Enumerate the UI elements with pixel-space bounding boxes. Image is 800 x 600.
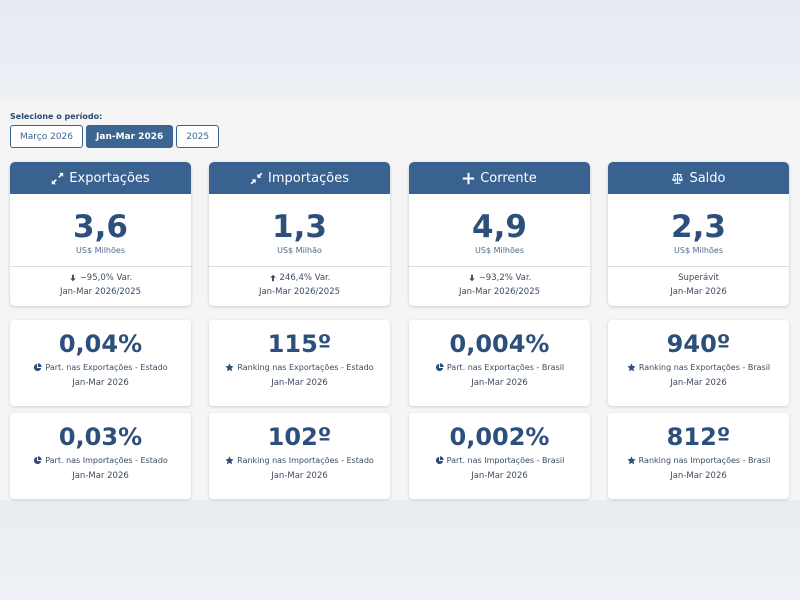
- metric-period: Jan-Mar 2026: [271, 378, 328, 389]
- pie-chart-icon: [34, 456, 42, 465]
- card-title: Corrente: [480, 170, 537, 186]
- divider: [608, 265, 789, 267]
- star-icon: [627, 456, 636, 465]
- divider: [409, 265, 590, 267]
- metric-period: Jan-Mar 2026: [271, 471, 328, 482]
- top-background: [0, 0, 800, 99]
- arrows-compress-icon: [250, 172, 263, 184]
- card-corrente: Corrente 4,9 US$ Milhões −93,2% Var. Jan…: [409, 162, 590, 306]
- card-period: Jan-Mar 2026/2025: [258, 286, 341, 297]
- scale-icon: [672, 172, 684, 184]
- metric-label: Part. nas Exportações - Estado: [10, 363, 191, 372]
- card-title: Saldo: [689, 170, 726, 186]
- variation-text: Superávit: [678, 272, 719, 283]
- metric-label-text: Part. nas Exportações - Estado: [45, 363, 168, 373]
- metric-card-ranking-importacoes-estado: 102º Ranking nas Importações - Estado Ja…: [209, 413, 390, 499]
- metric-label: Ranking nas Exportações - Estado: [209, 363, 390, 372]
- metric-label: Part. nas Importações - Estado: [10, 456, 191, 465]
- metric-value: 0,03%: [58, 423, 143, 451]
- metric-label-text: Part. nas Exportações - Brasil: [446, 363, 565, 373]
- metric-card-ranking-exportacoes-brasil: 940º Ranking nas Exportações - Brasil Ja…: [608, 320, 789, 406]
- variation-text: 246,4% Var.: [279, 272, 331, 283]
- metric-label: Part. nas Exportações - Brasil: [409, 363, 590, 372]
- metric-label: Part. nas Importações - Brasil: [409, 456, 590, 465]
- card-unit: US$ Milhões: [76, 245, 125, 255]
- metric-value: 115º: [267, 330, 332, 358]
- star-icon: [225, 363, 234, 372]
- star-icon: [225, 456, 234, 465]
- metric-label-text: Ranking nas Importações - Estado: [237, 456, 374, 466]
- period-label: Selecione o período:: [10, 112, 103, 121]
- period-button-marco-2026[interactable]: Março 2026: [10, 125, 84, 148]
- metric-label-text: Ranking nas Importações - Brasil: [638, 456, 771, 466]
- period-selector: Março 2026 Jan-Mar 2026 2025: [10, 125, 220, 148]
- metric-card-ranking-importacoes-brasil: 812º Ranking nas Importações - Brasil Ja…: [608, 413, 789, 499]
- card-unit: US$ Milhões: [475, 245, 524, 255]
- card-header: Exportações: [10, 162, 191, 194]
- metric-card-ranking-exportacoes-estado: 115º Ranking nas Exportações - Estado Ja…: [209, 320, 390, 406]
- pie-chart-icon: [435, 456, 444, 465]
- metric-card-part-exportacoes-estado: 0,04% Part. nas Exportações - Estado Jan…: [10, 320, 191, 406]
- card-title: Importações: [268, 170, 349, 186]
- metric-label-text: Ranking nas Exportações - Brasil: [638, 363, 771, 373]
- plus-icon: [463, 172, 475, 184]
- metric-period: Jan-Mar 2026: [471, 471, 528, 482]
- card-title: Exportações: [69, 170, 150, 186]
- metric-label: Ranking nas Importações - Estado: [209, 456, 390, 465]
- card-header: Importações: [209, 162, 390, 194]
- metric-value: 940º: [666, 330, 731, 358]
- pie-chart-icon: [435, 363, 444, 372]
- metric-card-part-importacoes-brasil: 0,002% Part. nas Importações - Brasil Ja…: [409, 413, 590, 499]
- pie-chart-icon: [34, 363, 43, 372]
- metric-period: Jan-Mar 2026: [72, 378, 129, 389]
- arrows-expand-icon: [52, 172, 64, 184]
- metric-card-part-exportacoes-brasil: 0,004% Part. nas Exportações - Brasil Ja…: [409, 320, 590, 406]
- divider: [209, 265, 390, 267]
- metric-period: Jan-Mar 2026: [670, 471, 727, 482]
- arrow-down-icon: [69, 274, 76, 281]
- variation-text: −95,0% Var.: [79, 272, 133, 283]
- variation-text: −93,2% Var.: [478, 272, 532, 283]
- period-button-jan-mar-2026[interactable]: Jan-Mar 2026: [86, 125, 174, 148]
- arrow-up-icon: [269, 274, 276, 281]
- card-importacoes: Importações 1,3 US$ Milhão 246,4% Var. J…: [209, 162, 390, 306]
- metric-period: Jan-Mar 2026: [471, 378, 528, 389]
- card-period: Jan-Mar 2026/2025: [59, 286, 142, 297]
- metric-label-text: Part. nas Importações - Brasil: [446, 456, 565, 466]
- card-variation: −93,2% Var.: [409, 273, 590, 283]
- metric-period: Jan-Mar 2026: [72, 471, 129, 482]
- arrow-down-icon: [468, 274, 475, 281]
- metric-card-part-importacoes-estado: 0,03% Part. nas Importações - Estado Jan…: [10, 413, 191, 499]
- card-period: Jan-Mar 2026: [670, 286, 727, 297]
- metric-period: Jan-Mar 2026: [670, 378, 727, 389]
- star-icon: [627, 363, 636, 372]
- card-value: 1,3: [272, 209, 327, 245]
- card-period: Jan-Mar 2026/2025: [458, 286, 541, 297]
- card-header: Corrente: [409, 162, 590, 194]
- card-value: 3,6: [73, 209, 128, 245]
- metric-value: 102º: [267, 423, 332, 451]
- card-variation: Superávit: [608, 273, 789, 283]
- card-unit: US$ Milhões: [674, 245, 723, 255]
- card-header: Saldo: [608, 162, 789, 194]
- card-value: 4,9: [472, 209, 527, 245]
- metric-label: Ranking nas Exportações - Brasil: [608, 363, 789, 372]
- metric-label: Ranking nas Importações - Brasil: [608, 456, 789, 465]
- period-button-2025[interactable]: 2025: [176, 125, 220, 148]
- card-unit: US$ Milhão: [277, 245, 322, 255]
- metric-value: 0,002%: [449, 423, 550, 451]
- metric-label-text: Part. nas Importações - Estado: [45, 456, 168, 466]
- metric-value: 812º: [666, 423, 731, 451]
- metric-label-text: Ranking nas Exportações - Estado: [237, 363, 374, 373]
- card-variation: −95,0% Var.: [10, 273, 191, 283]
- card-exportacoes: Exportações 3,6 US$ Milhões −95,0% Var. …: [10, 162, 191, 306]
- card-value: 2,3: [671, 209, 726, 245]
- metric-value: 0,04%: [58, 330, 143, 358]
- card-variation: 246,4% Var.: [209, 273, 390, 283]
- bottom-background: [0, 500, 800, 600]
- divider: [10, 265, 191, 267]
- card-saldo: Saldo 2,3 US$ Milhões Superávit Jan-Mar …: [608, 162, 789, 306]
- metric-value: 0,004%: [449, 330, 550, 358]
